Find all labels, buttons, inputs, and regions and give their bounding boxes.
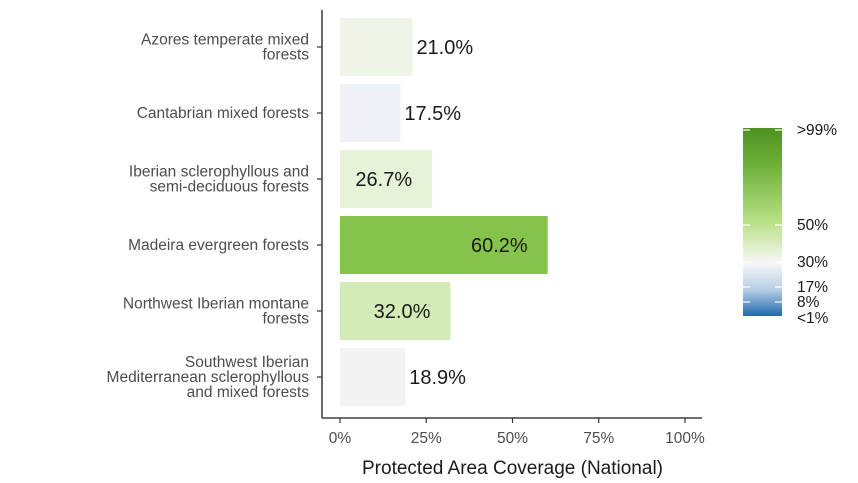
value-label-4: 32.0% [374,301,431,323]
x-tick-label-3: 75% [583,430,614,447]
value-label-0: 21.0% [416,37,473,59]
x-ticks: 0% 25% 50% 75% 100% [329,418,705,447]
category-label-1: Cantabrian mixed forests [137,105,310,122]
category-label-line: forests [262,47,309,64]
x-axis-title: Protected Area Coverage (National) [362,458,663,479]
bars: 21.0% 17.5% 26.7% 60.2% 32.0% 18.9% [340,18,548,406]
x-tick-label-4: 100% [665,430,705,447]
x-tick-label-1: 25% [411,430,442,447]
legend-label-2: 30% [797,254,828,271]
legend-label-4: 8% [797,294,820,311]
legend-label-5: <1% [797,310,829,327]
value-label-3: 60.2% [471,235,528,257]
category-label-line: and mixed forests [187,384,310,401]
category-label-line: forests [262,311,309,328]
category-label-3: Madeira evergreen forests [128,237,309,254]
bar-1 [340,84,400,142]
category-label-2: Iberian sclerophyllous and semi-deciduous… [129,164,309,196]
category-label-5: Southwest Iberian Mediterranean sclerophy… [107,354,310,401]
legend-label-1: 50% [797,217,828,234]
value-label-5: 18.9% [409,367,466,389]
x-tick-label-0: 0% [329,430,352,447]
bar-5 [340,348,405,406]
category-label-line: Cantabrian mixed forests [137,105,310,122]
legend-label-0: >99% [797,122,837,139]
value-label-1: 17.5% [404,103,461,125]
category-labels: Azores temperate mixed forests Cantabrian … [107,32,322,402]
x-tick-label-2: 50% [497,430,528,447]
bar-0 [340,18,412,76]
category-label-line: Madeira evergreen forests [128,237,309,254]
color-legend: >99%50%30%17%8%<1% [743,122,837,327]
value-label-2: 26.7% [355,169,412,191]
category-label-4: Northwest Iberian montane forests [123,296,309,328]
category-label-line: semi-deciduous forests [150,179,310,196]
legend-colorbar [743,128,782,316]
category-label-0: Azores temperate mixed forests [141,32,309,64]
